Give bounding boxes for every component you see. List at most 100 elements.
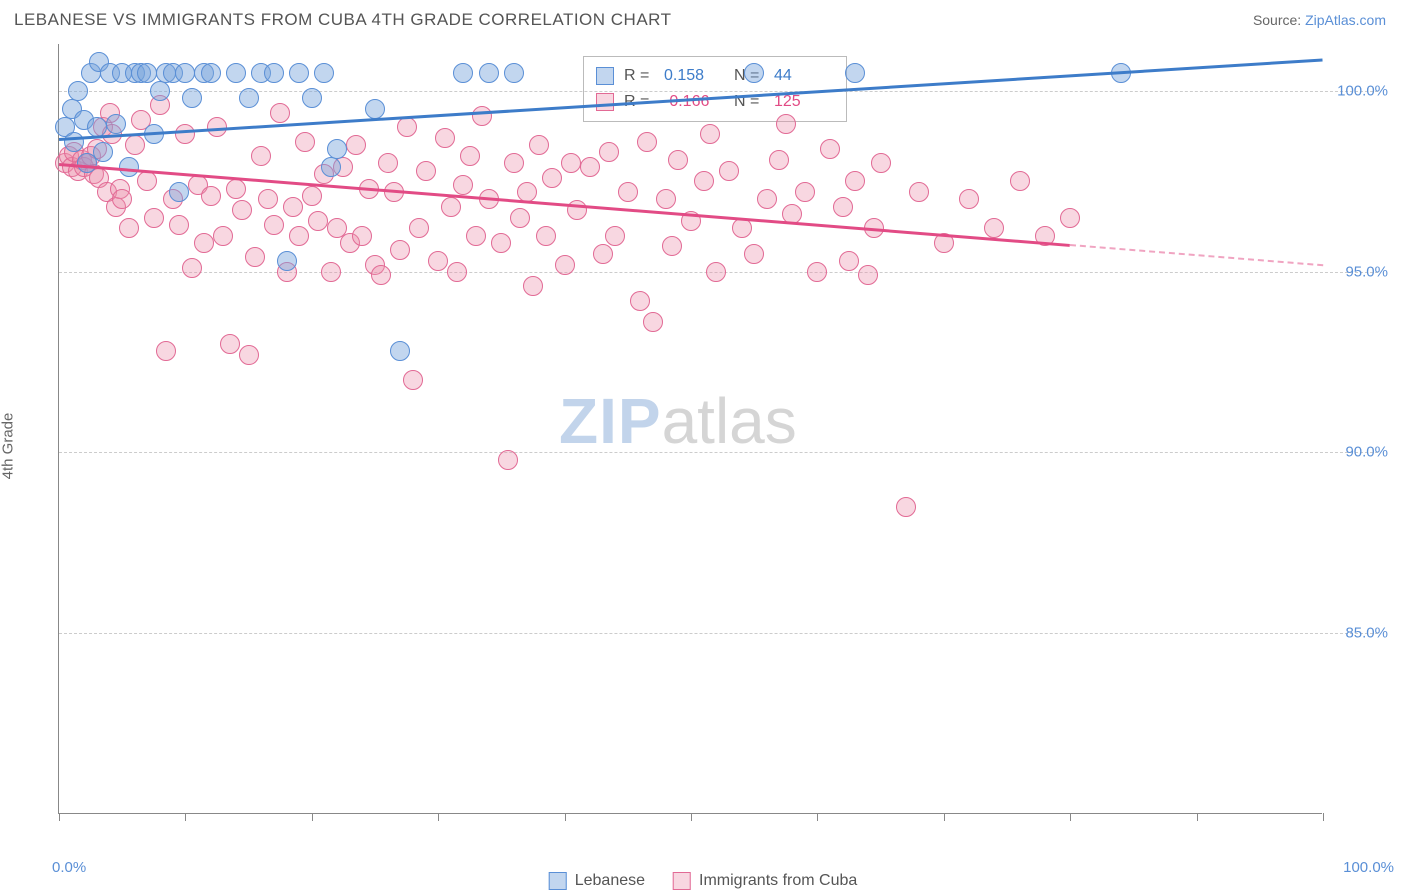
data-point xyxy=(378,153,398,173)
data-point xyxy=(302,186,322,206)
legend-swatch xyxy=(596,93,614,111)
data-point xyxy=(959,189,979,209)
data-point xyxy=(119,157,139,177)
data-point xyxy=(984,218,1004,238)
x-tick xyxy=(565,813,566,821)
data-point xyxy=(277,251,297,271)
data-point xyxy=(314,63,334,83)
data-point xyxy=(175,124,195,144)
data-point xyxy=(264,63,284,83)
data-point xyxy=(472,106,492,126)
data-point xyxy=(820,139,840,159)
data-point xyxy=(390,240,410,260)
x-tick xyxy=(312,813,313,821)
data-point xyxy=(643,312,663,332)
data-point xyxy=(232,200,252,220)
data-point xyxy=(346,135,366,155)
data-point xyxy=(504,63,524,83)
x-tick xyxy=(438,813,439,821)
data-point xyxy=(371,265,391,285)
y-tick-label: 85.0% xyxy=(1345,625,1388,642)
source-attribution: Source: ZipAtlas.com xyxy=(1253,12,1386,28)
data-point xyxy=(845,63,865,83)
data-point xyxy=(194,233,214,253)
data-point xyxy=(732,218,752,238)
data-point xyxy=(845,171,865,191)
x-tick xyxy=(691,813,692,821)
data-point xyxy=(656,189,676,209)
data-point xyxy=(251,146,271,166)
data-point xyxy=(776,114,796,134)
x-tick xyxy=(817,813,818,821)
chart-title: LEBANESE VS IMMIGRANTS FROM CUBA 4TH GRA… xyxy=(14,10,672,30)
trend-line-extrapolated xyxy=(1070,244,1323,266)
r-label: R = xyxy=(624,63,654,89)
legend-swatch xyxy=(549,872,567,890)
data-point xyxy=(397,117,417,137)
data-point xyxy=(580,157,600,177)
data-point xyxy=(605,226,625,246)
data-point xyxy=(599,142,619,162)
data-point xyxy=(264,215,284,235)
data-point xyxy=(169,182,189,202)
legend-item: Immigrants from Cuba xyxy=(673,872,857,890)
data-point xyxy=(169,215,189,235)
data-point xyxy=(428,251,448,271)
data-point xyxy=(561,153,581,173)
data-point xyxy=(618,182,638,202)
data-point xyxy=(213,226,233,246)
data-point xyxy=(637,132,657,152)
header: LEBANESE VS IMMIGRANTS FROM CUBA 4TH GRA… xyxy=(0,0,1406,36)
data-point xyxy=(839,251,859,271)
data-point xyxy=(302,88,322,108)
data-point xyxy=(327,139,347,159)
legend-swatch xyxy=(673,872,691,890)
source-link[interactable]: ZipAtlas.com xyxy=(1305,12,1386,28)
data-point xyxy=(909,182,929,202)
statistics-legend: R =0.158N =44R =-0.166N =125 xyxy=(583,56,847,122)
y-tick-label: 95.0% xyxy=(1345,263,1388,280)
data-point xyxy=(182,88,202,108)
data-point xyxy=(662,236,682,256)
chart-area: ZIPatlas R =0.158N =44R =-0.166N =125 10… xyxy=(48,44,1392,846)
x-tick xyxy=(185,813,186,821)
data-point xyxy=(239,88,259,108)
data-point xyxy=(137,63,157,83)
y-tick-label: 90.0% xyxy=(1345,444,1388,461)
data-point xyxy=(201,186,221,206)
x-tick xyxy=(1197,813,1198,821)
r-value: 0.158 xyxy=(664,63,724,89)
data-point xyxy=(289,63,309,83)
data-point xyxy=(245,247,265,267)
data-point xyxy=(504,153,524,173)
data-point xyxy=(175,63,195,83)
x-axis-start-label: 0.0% xyxy=(52,859,86,876)
gridline-h xyxy=(59,633,1378,634)
data-point xyxy=(239,345,259,365)
data-point xyxy=(409,218,429,238)
watermark: ZIPatlas xyxy=(559,384,797,458)
x-tick xyxy=(1070,813,1071,821)
data-point xyxy=(871,153,891,173)
r-value: -0.166 xyxy=(664,89,724,115)
data-point xyxy=(453,63,473,83)
data-point xyxy=(757,189,777,209)
source-prefix: Source: xyxy=(1253,12,1305,28)
data-point xyxy=(226,179,246,199)
data-point xyxy=(700,124,720,144)
data-point xyxy=(390,341,410,361)
data-point xyxy=(270,103,290,123)
data-point xyxy=(858,265,878,285)
data-point xyxy=(510,208,530,228)
data-point xyxy=(119,218,139,238)
data-point xyxy=(896,497,916,517)
data-point xyxy=(523,276,543,296)
data-point xyxy=(593,244,613,264)
data-point xyxy=(68,81,88,101)
n-value: 44 xyxy=(774,63,834,89)
data-point xyxy=(630,291,650,311)
data-point xyxy=(283,197,303,217)
data-point xyxy=(403,370,423,390)
data-point xyxy=(542,168,562,188)
data-point xyxy=(352,226,372,246)
